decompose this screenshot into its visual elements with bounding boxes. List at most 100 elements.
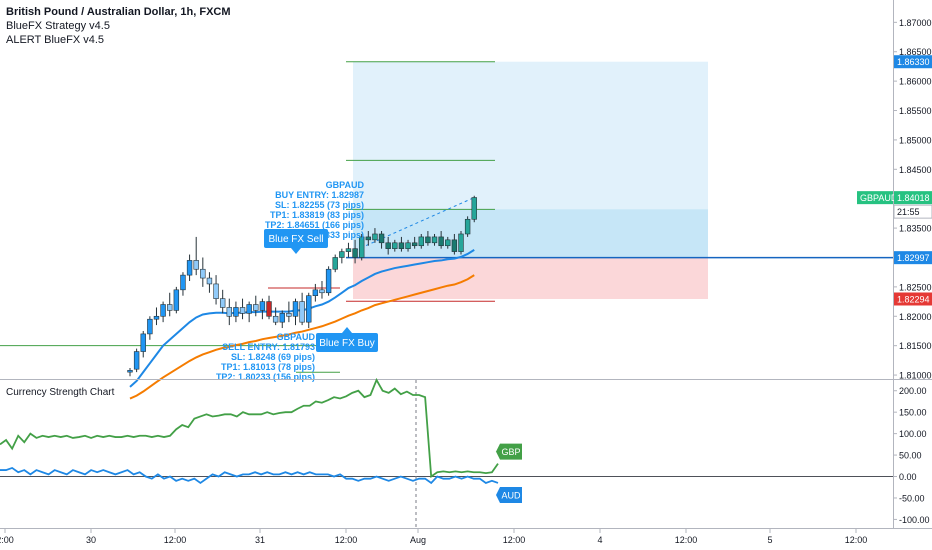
candle xyxy=(206,277,213,285)
candle xyxy=(464,218,471,235)
candle xyxy=(147,318,153,335)
candle xyxy=(133,351,140,370)
candle xyxy=(398,242,405,249)
price-tick-label: 1.85500 xyxy=(899,106,932,116)
strength-tick-label: -100.00 xyxy=(899,515,930,525)
candle xyxy=(266,301,272,317)
candle xyxy=(160,304,166,317)
candle xyxy=(140,333,146,352)
buy-signal-line: GBPAUD xyxy=(326,180,365,190)
price-label-stop xyxy=(894,292,932,306)
sell-signal-line: TP2: 1.80233 (156 pips) xyxy=(216,372,315,382)
candle xyxy=(153,315,160,320)
strength-tick-label: 0.00 xyxy=(899,472,917,482)
candle xyxy=(372,233,378,241)
candle xyxy=(299,301,305,323)
price-label-text: GBPAUD xyxy=(860,193,898,203)
indicator-alert-label[interactable]: ALERT BlueFX v4.5 xyxy=(6,34,105,46)
price-label-entry xyxy=(894,251,932,265)
candle xyxy=(200,268,206,279)
strength-tick-label: 50.00 xyxy=(899,451,922,461)
symbol-title[interactable]: British Pound / Australian Dollar, 1h, F… xyxy=(6,6,231,18)
strength-tick-label: 100.00 xyxy=(899,429,927,439)
candle xyxy=(193,260,199,270)
candle xyxy=(431,236,438,244)
buy-signal-line: TP2: 1.84651 (166 pips) xyxy=(265,220,364,230)
chart-header: British Pound / Australian Dollar, 1h, F… xyxy=(6,5,231,47)
sell-signal-button[interactable] xyxy=(264,229,328,248)
price-tick-label: 1.84500 xyxy=(899,165,932,175)
buy-signal-line: TP1: 1.83819 (83 pips) xyxy=(270,210,364,220)
candle xyxy=(438,236,444,247)
sell-signal-line: TP1: 1.81013 (78 pips) xyxy=(221,362,315,372)
price-label-countdown xyxy=(893,204,932,219)
candle xyxy=(445,239,451,247)
candle xyxy=(385,242,391,249)
candle xyxy=(405,242,411,249)
buy-signal-line: SL: 1.82255 (73 pips) xyxy=(275,200,364,210)
candle xyxy=(219,298,226,308)
price-tick-label: 1.86000 xyxy=(899,77,932,87)
candle xyxy=(167,304,173,311)
price-tick-label: 1.86500 xyxy=(899,47,932,57)
time-tick-label: 12:00 xyxy=(335,535,358,545)
candle xyxy=(451,239,458,252)
strength-flag-label: GBP xyxy=(501,447,520,457)
candle xyxy=(325,268,332,294)
price-label-text: 1.84018 xyxy=(897,193,930,203)
price-tick-label: 1.81000 xyxy=(899,371,932,381)
price-label-last-price xyxy=(894,191,932,205)
candle xyxy=(233,307,239,317)
price-tick-label: 1.87000 xyxy=(899,18,932,28)
price-tick-label: 1.81500 xyxy=(899,341,932,351)
time-tick-label: Aug xyxy=(410,535,426,545)
candle xyxy=(272,315,279,323)
candle xyxy=(458,233,464,252)
trend-line xyxy=(354,197,475,251)
indicator-strategy-label[interactable]: BlueFX Strategy v4.5 xyxy=(6,20,110,32)
take-profit-near-zone xyxy=(353,209,708,258)
candle xyxy=(259,301,266,311)
time-tick-label: 4 xyxy=(597,535,602,545)
price-label-text: 1.82997 xyxy=(897,253,930,263)
price-label-tp3 xyxy=(894,55,932,69)
sell-signal-line: SL: 1.8248 (69 pips) xyxy=(231,352,315,362)
candle xyxy=(345,248,352,252)
candle xyxy=(418,236,424,247)
candle xyxy=(127,370,133,373)
buy-signal-button-pointer xyxy=(342,327,352,333)
sell-signal-line: GBPAUD xyxy=(277,332,316,342)
sell-signal-button-pointer xyxy=(291,248,301,254)
candle xyxy=(173,289,180,311)
sell-signal-line: SELL ENTRY: 1.81793 xyxy=(222,342,315,352)
strength-line-aud xyxy=(0,466,499,485)
sell-signal-button-label: Blue FX Sell xyxy=(268,234,323,245)
candle xyxy=(392,242,398,249)
buy-signal-button[interactable] xyxy=(316,333,378,352)
candle xyxy=(253,304,259,311)
time-tick-label: 30 xyxy=(86,535,96,545)
time-tick-label: 31 xyxy=(255,535,265,545)
candle xyxy=(312,289,319,296)
candle xyxy=(339,251,345,258)
candle xyxy=(319,289,325,294)
candle xyxy=(180,274,186,291)
strength-tick-label: -50.00 xyxy=(899,493,925,503)
time-tick-label: 12:00 xyxy=(503,535,526,545)
strength-tick-label: 150.00 xyxy=(899,408,927,418)
strength-line-gbp xyxy=(0,377,499,479)
strength-pane-title: Currency Strength Chart xyxy=(6,387,115,398)
candle xyxy=(279,313,285,323)
price-tick-label: 1.83500 xyxy=(899,224,932,234)
buy-signal-line: BUY ENTRY: 1.82987 xyxy=(275,190,364,200)
candle xyxy=(186,260,193,276)
candle xyxy=(411,242,418,247)
candle xyxy=(365,236,372,241)
price-label-symbol-tag xyxy=(857,191,893,205)
buy-signal-button-label: Blue FX Buy xyxy=(319,338,375,349)
stop-loss-zone xyxy=(353,257,708,299)
candle xyxy=(352,248,358,258)
strength-tick-label: 200.00 xyxy=(899,386,927,396)
price-label-text: 21:55 xyxy=(897,207,920,217)
